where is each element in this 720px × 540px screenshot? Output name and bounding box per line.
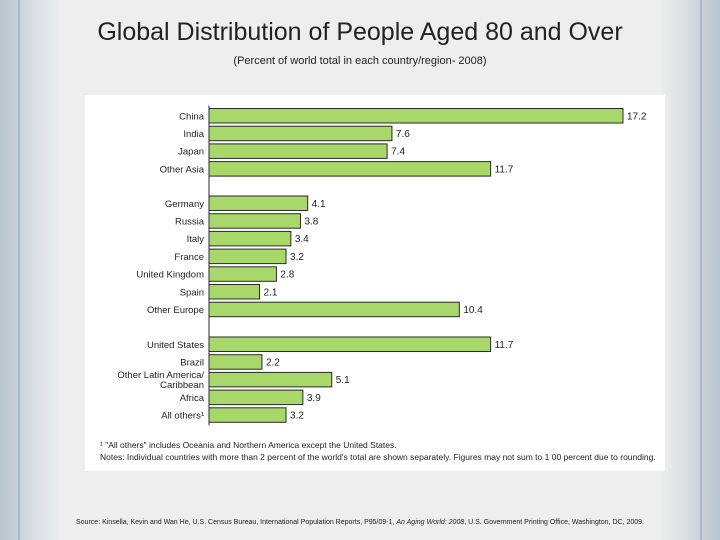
footnote-notes: Notes: Individual countries with more th…	[100, 452, 656, 462]
value-label-africa: 3.9	[307, 393, 321, 404]
value-label-brazil: 2.2	[266, 357, 280, 368]
bar-other-europe	[208, 301, 460, 318]
value-label-france: 3.2	[290, 252, 304, 263]
category-label-brazil: Brazil	[180, 357, 204, 368]
bar-france	[208, 248, 287, 265]
source-citation: Source: Kinsella, Kevin and Wan He, U.S.…	[8, 519, 712, 526]
bar-africa	[208, 389, 304, 406]
left-decorative-band	[0, 0, 60, 540]
bar-italy	[208, 230, 292, 247]
chart-panel: 17.2 China 7.6 India 7.4 Japan 11.7 Other Asia 4…	[85, 95, 665, 471]
category-label-africa: Africa	[180, 393, 205, 404]
bar-united-kingdom	[208, 266, 277, 282]
bar-brazil	[208, 354, 263, 370]
bar-japan	[208, 143, 388, 159]
category-label-france: France	[174, 252, 204, 263]
bar-other-latin-america-caribbean	[208, 371, 333, 388]
category-label-germany: Germany	[165, 199, 204, 210]
right-decorative-band	[660, 0, 720, 540]
value-label-united-kingdom: 2.8	[280, 270, 294, 281]
value-label-spain: 2.1	[264, 287, 278, 298]
bar-russia	[208, 213, 301, 229]
bar-india	[208, 125, 393, 142]
bar-china	[208, 108, 624, 124]
value-label-japan: 7.4	[391, 147, 405, 158]
source-suffix: , U.S. Government Printing Office, Washi…	[464, 519, 644, 526]
source-book-title: An Aging World: 2008	[396, 519, 465, 526]
bar-other-asia	[208, 161, 492, 177]
category-label-other-asia: Other Asia	[160, 164, 205, 175]
category-label-all-others: All others¹	[161, 411, 204, 422]
value-label-other-asia: 11.7	[495, 164, 514, 175]
value-label-russia: 3.8	[304, 216, 318, 227]
category-label-spain: Spain	[180, 287, 204, 298]
category-label-united-states: United States	[147, 340, 204, 351]
value-label-china: 17.2	[627, 111, 647, 122]
category-label-china: China	[179, 111, 205, 122]
category-label-other-europe: Other Europe	[147, 305, 204, 316]
category-label-india: India	[183, 129, 204, 140]
slide-title: Global Distribution of People Aged 80 an…	[97, 18, 623, 46]
value-label-all-others: 3.2	[290, 411, 304, 422]
bar-united-states	[208, 336, 492, 352]
value-label-india: 7.6	[396, 129, 410, 140]
category-label-russia: Russia	[175, 216, 205, 227]
category-label-japan: Japan	[178, 147, 204, 158]
slide-subtitle: (Percent of world total in each country/…	[233, 55, 487, 67]
value-label-germany: 4.1	[312, 199, 326, 210]
category-label-united-kingdom: United Kingdom	[136, 270, 204, 281]
category-label-italy: Italy	[187, 234, 205, 245]
value-label-united-states: 11.7	[495, 340, 514, 351]
source-prefix: Source: Kinsella, Kevin and Wan He, U.S.…	[76, 519, 397, 526]
value-label-other-europe: 10.4	[463, 305, 483, 316]
bar-all-others	[208, 407, 287, 423]
footnote-all-others: ¹ "All others" includes Oceania and Nort…	[100, 440, 397, 450]
bar-germany	[208, 195, 309, 211]
category-label-other-latin-america-caribbean: Other Latin America/Caribbean	[117, 370, 204, 391]
bar-chart: 17.2 China 7.6 India 7.4 Japan 11.7 Other Asia 4…	[117, 105, 647, 426]
value-label-italy: 3.4	[295, 234, 309, 245]
value-label-other-latin-america-caribbean: 5.1	[336, 375, 350, 386]
bar-spain	[208, 284, 261, 300]
